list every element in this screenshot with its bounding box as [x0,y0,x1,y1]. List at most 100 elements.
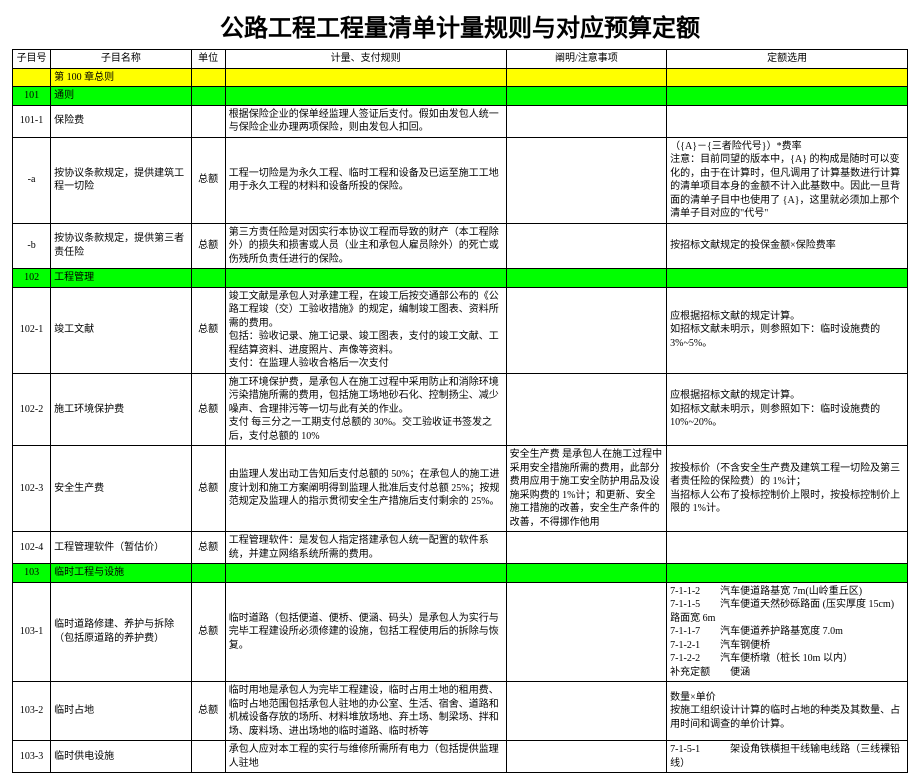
cell: 按招标文献规定的投保金额×保险费率 [667,223,908,269]
cell [225,564,506,583]
page-title: 公路工程工程量清单计量规则与对应预算定额 [12,8,908,43]
cell [506,741,667,773]
cell: 总额 [191,137,225,223]
col-unit-header: 单位 [191,50,225,69]
cell [225,269,506,288]
cell: 保险费 [51,105,191,137]
cell [191,741,225,773]
cell: 总额 [191,582,225,682]
table-body: 第 100 章总则101通则101-1保险费 根据保险企业的保单经监理人签证后支付… [13,68,908,773]
table-row: -a按协议条款规定，提供建筑工程一切险总额工程一切险是为永久工程、临时工程和设备… [13,137,908,223]
cell: 总额 [191,446,225,532]
cell [191,68,225,87]
cell [506,68,667,87]
table-header-row: 子目号 子目名称 单位 计量、支付规则 阐明/注意事项 定额选用 [13,50,908,69]
table-row: 103-3临时供电设施 承包人应对本工程的实行与维修所需所有电力（包括提供监理人驻… [13,741,908,773]
cell: 工程一切险是为永久工程、临时工程和设备及已运至施工工地用于永久工程的材料和设备所… [225,137,506,223]
cell [667,87,908,106]
cell: 施工环境保护费，是承包人在施工过程中采用防止和消除环境污染措施所需的费用，包括施… [225,373,506,446]
cell: 施工环境保护费 [51,373,191,446]
cell [506,532,667,564]
cell: 第 100 章总则 [51,68,191,87]
cell: 按投标价（不含安全生产费及建筑工程一切险及第三者责任险的保险费）的 1%计；当招… [667,446,908,532]
cell [225,87,506,106]
cell: 工程管理 [51,269,191,288]
cell: 总额 [191,682,225,741]
cell: 总额 [191,532,225,564]
cell [506,373,667,446]
table-row: 102-4工程管理软件（暂估价）总额工程管理软件：是发包人指定搭建承包人统一配置… [13,532,908,564]
cell [506,287,667,373]
cell: 102-4 [13,532,51,564]
cell: （{A}－{三者险代号}）*费率注意：目前同望的版本中，{A} 的构成是随时可以… [667,137,908,223]
table-row: 102-2施工环境保护费总额施工环境保护费，是承包人在施工过程中采用防止和消除环… [13,373,908,446]
cell [506,87,667,106]
table-row: 第 100 章总则 [13,68,908,87]
cell: 102-1 [13,287,51,373]
cell [506,564,667,583]
cell: 通则 [51,87,191,106]
cell: 临时道路修建、养护与拆除（包括原道路的养护费） [51,582,191,682]
cell: 7-1-1-2 汽车便道路基宽 7m(山岭重丘区)7-1-1-5 汽车便道天然砂… [667,582,908,682]
cell: 工程管理软件：是发包人指定搭建承包人统一配置的软件系统，并建立网络系统所需的费用… [225,532,506,564]
cell: 数量×单价按施工组织设计计算的临时占地的种类及其数量、占用时间和调查的单价计算。 [667,682,908,741]
cell [667,532,908,564]
cell: 101 [13,87,51,106]
cell: 第三方责任险是对因实行本协议工程而导致的财产（本工程除外）的损失和损害或人员（业… [225,223,506,269]
col-quota-header: 定额选用 [667,50,908,69]
cell: 总额 [191,373,225,446]
cell: 103-3 [13,741,51,773]
cell: 安全生产费 [51,446,191,532]
cell [506,269,667,288]
cell: 临时用地是承包人为完毕工程建设，临时占用土地的租用费、临时占地范围包括承包人驻地… [225,682,506,741]
cell: 总额 [191,287,225,373]
cell: 按协议条款规定，提供建筑工程一切险 [51,137,191,223]
table-row: 102-3安全生产费总额由监理人发出动工告知后支付总额的 50%；在承包人的施工… [13,446,908,532]
table-row: 103-2临时占地总额临时用地是承包人为完毕工程建设，临时占用土地的租用费、临时… [13,682,908,741]
cell [506,137,667,223]
table-row: 102工程管理 [13,269,908,288]
col-rule-header: 计量、支付规则 [225,50,506,69]
cell: 应根据招标文献的规定计算。如招标文献未明示，则参照如下：临时设施费的 3%~5%… [667,287,908,373]
cell: 根据保险企业的保单经监理人签证后支付。假如由发包人统一与保险企业办理两项保险，则… [225,105,506,137]
cell: 承包人应对本工程的实行与维修所需所有电力（包括提供监理人驻地 [225,741,506,773]
cell: 7-1-5-1 架设角铁横担干线输电线路（三线裸铅线） [667,741,908,773]
cell [667,105,908,137]
cell [191,564,225,583]
cell [191,87,225,106]
cell [667,68,908,87]
main-table: 子目号 子目名称 单位 计量、支付规则 阐明/注意事项 定额选用 第 100 章… [12,49,908,773]
cell [506,682,667,741]
cell: 竣工文献 [51,287,191,373]
cell: 临时供电设施 [51,741,191,773]
cell: 安全生产费 是承包人在施工过程中采用安全措施所需的费用，此部分费用应用于施工安全… [506,446,667,532]
col-id-header: 子目号 [13,50,51,69]
table-row: 101通则 [13,87,908,106]
cell: -a [13,137,51,223]
cell [667,564,908,583]
cell: 102 [13,269,51,288]
col-note-header: 阐明/注意事项 [506,50,667,69]
cell: 总额 [191,223,225,269]
cell: 由监理人发出动工告知后支付总额的 50%；在承包人的施工进度计划和施工方案阐明得… [225,446,506,532]
cell: 101-1 [13,105,51,137]
cell: 102-2 [13,373,51,446]
cell: 临时工程与设施 [51,564,191,583]
cell [191,269,225,288]
cell: 103 [13,564,51,583]
cell: 竣工文献是承包人对承建工程，在竣工后按交通部公布的《公路工程竣（交）工验收措施》… [225,287,506,373]
table-row: -b按协议条款规定，提供第三者责任险总额第三方责任险是对因实行本协议工程而导致的… [13,223,908,269]
cell [506,582,667,682]
table-row: 103临时工程与设施 [13,564,908,583]
table-row: 102-1竣工文献总额竣工文献是承包人对承建工程，在竣工后按交通部公布的《公路工… [13,287,908,373]
cell: 102-3 [13,446,51,532]
cell: 临时占地 [51,682,191,741]
cell: -b [13,223,51,269]
cell: 103-1 [13,582,51,682]
cell: 应根据招标文献的规定计算。如招标文献未明示，则参照如下：临时设施费的 10%~2… [667,373,908,446]
cell [13,68,51,87]
cell [506,223,667,269]
cell [191,105,225,137]
col-name-header: 子目名称 [51,50,191,69]
cell [225,68,506,87]
